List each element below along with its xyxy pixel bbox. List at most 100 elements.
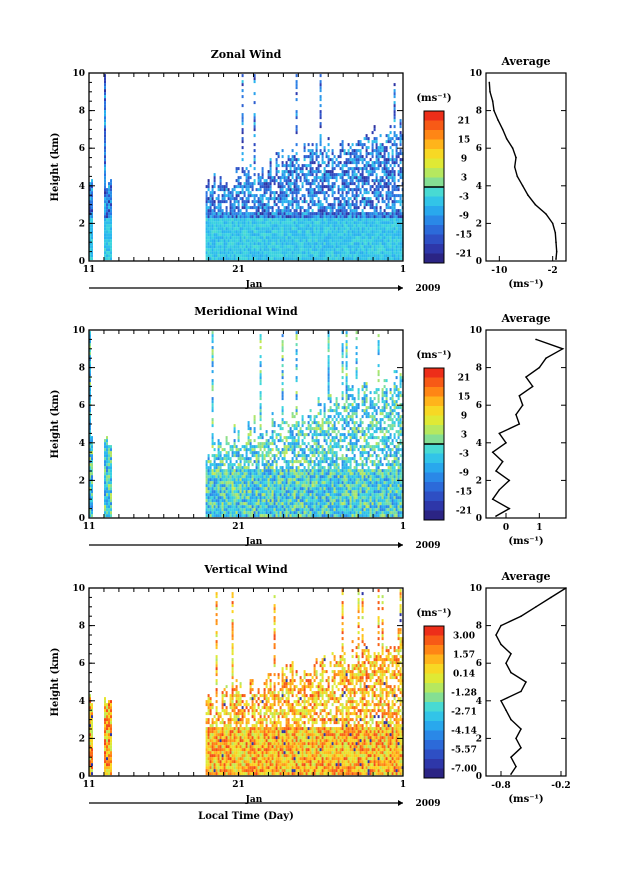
heatmap-cell [235,496,238,500]
heatmap-cell [321,212,324,216]
heatmap-cell [359,200,362,204]
heatmap-cell [379,146,382,150]
heatmap-cell [227,511,230,515]
heatmap-cell [237,484,240,488]
heatmap-cell [299,487,302,491]
heatmap-cell [319,95,322,99]
heatmap-cell [231,197,234,201]
heatmap-cell [313,490,316,494]
heatmap-cell [245,508,248,512]
heatmap-cell [355,221,358,225]
heatmap-cell [299,496,302,500]
heatmap-cell [91,221,93,225]
heatmap-cell [337,242,340,246]
heatmap-cell [217,451,220,455]
heatmap-cell [347,185,350,189]
heatmap-cell [211,257,214,261]
heatmap-cell [303,481,306,485]
heatmap-cell [281,170,284,174]
heatmap-cell [325,209,328,213]
heatmap-cell [307,227,310,231]
heatmap-cell [285,478,288,482]
heatmap-cell [297,481,300,485]
heatmap-cell [110,499,112,503]
heatmap-cell [217,197,220,201]
heatmap-cell [335,248,338,252]
heatmap-cell [347,251,350,255]
heatmap-cell [291,212,294,216]
heatmap-cell [265,508,268,512]
heatmap-cell [315,215,318,219]
heatmap-cell [261,242,264,246]
heatmap-cell [337,254,340,258]
heatmap-cell [269,197,272,201]
heatmap-cell [247,499,250,503]
heatmap-cell [239,224,242,228]
heatmap-cell [285,188,288,192]
heatmap-cell [108,481,110,485]
heatmap-cell [281,340,284,344]
heatmap-cell [239,176,242,180]
heatmap-cell [315,508,318,512]
heatmap-cell [221,511,224,515]
heatmap-cell [333,236,336,240]
heatmap-cell [247,212,250,216]
heatmap-cell [335,254,338,258]
heatmap-cell [287,466,290,470]
heatmap-cell [233,445,236,449]
heatmap-cell [343,188,346,192]
heatmap-cell [239,469,242,473]
heatmap-cell [345,191,348,195]
heatmap-cell [275,215,278,219]
heatmap-cell [391,173,394,177]
heatmap-cell [301,257,304,261]
heatmap-cell [365,230,368,234]
heatmap-cell [351,173,354,177]
heatmap-cell [285,448,288,452]
heatmap-cell [305,496,308,500]
heatmap-cell [283,451,286,455]
heatmap-cell [263,188,266,192]
heatmap-cell [104,77,106,81]
heatmap-cell [219,490,222,494]
heatmap-cell [225,248,228,252]
heatmap-cell [229,242,232,246]
heatmap-cell [215,469,218,473]
heatmap-cell [365,182,368,186]
heatmap-cell [211,218,214,222]
heatmap-cell [299,445,302,449]
heatmap-cell [275,499,278,503]
heatmap-cell [399,230,402,234]
heatmap-cell [373,128,376,132]
heatmap-cell [327,182,330,186]
heatmap-cell [393,107,396,111]
heatmap-cell [249,254,252,258]
heatmap-cell [317,233,320,237]
heatmap-cell [297,206,300,210]
heatmap-cell [377,239,380,243]
heatmap-cell [317,188,320,192]
heatmap-cell [221,197,224,201]
heatmap-cell [289,493,292,497]
heatmap-cell [91,245,93,249]
heatmap-cell [313,170,316,174]
heatmap-cell [295,496,298,500]
heatmap-cell [241,508,244,512]
heatmap-cell [247,436,250,440]
heatmap-cell [295,508,298,512]
heatmap-cell [373,242,376,246]
heatmap-cell [241,146,244,150]
heatmap-cell [371,215,374,219]
heatmap-cell [373,221,376,225]
heatmap-cell [283,257,286,261]
heatmap-cell [375,191,378,195]
heatmap-cell [221,457,224,461]
heatmap-cell [313,200,316,204]
heatmap-cell [249,448,252,452]
heatmap-cell [361,197,364,201]
heatmap-cell [267,173,270,177]
heatmap-cell [110,463,112,467]
heatmap-cell [373,206,376,210]
heatmap-cell [227,197,230,201]
heatmap-cell [211,233,214,237]
